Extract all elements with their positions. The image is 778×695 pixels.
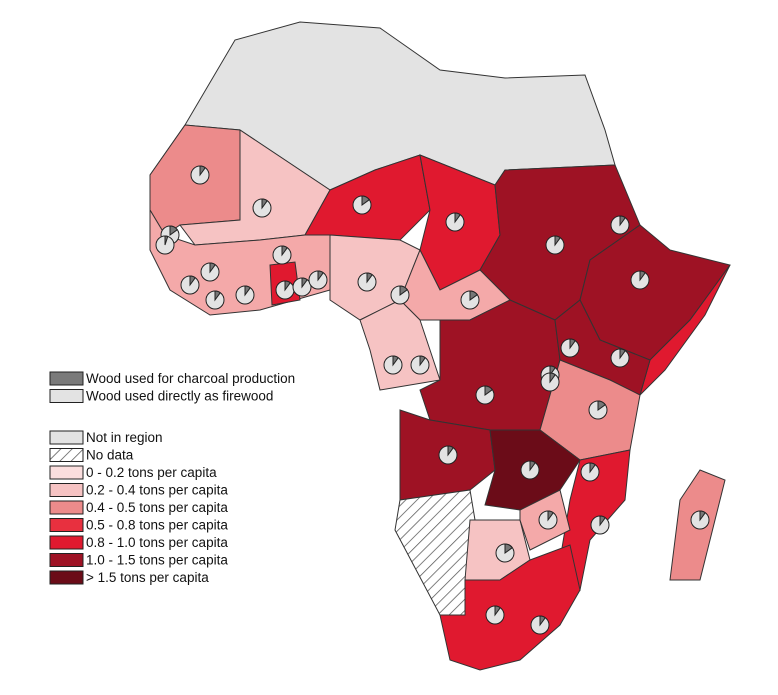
pie-charcoal	[281, 245, 288, 257]
pie-charcoal	[284, 280, 291, 292]
pie-charcoal	[361, 195, 370, 206]
pie-charcoal	[529, 460, 536, 472]
pie-charcoal	[261, 198, 268, 210]
pie-charcoal	[169, 225, 178, 236]
legend-label: 0.4 - 0.5 tons per capita	[86, 500, 228, 515]
pie-charcoal	[419, 355, 426, 367]
pie-charcoal	[469, 290, 478, 301]
pie-charcoal	[454, 212, 461, 224]
pie-charcoal	[484, 385, 493, 396]
pie-charcoal	[189, 275, 196, 287]
pie-charcoal	[366, 272, 373, 284]
legend-label: > 1.5 tons per capita	[86, 570, 209, 585]
pie-charcoal	[164, 235, 169, 246]
legend-label: Wood used directly as firewood	[86, 389, 273, 404]
pies	[155, 165, 710, 635]
legend-label: 0.8 - 1.0 tons per capita	[86, 535, 228, 550]
legend-swatch	[49, 430, 84, 445]
pie-charcoal	[699, 510, 706, 522]
pie-charcoal	[639, 270, 646, 282]
legend-label: 0.5 - 0.8 tons per capita	[86, 518, 228, 533]
legend: Wood used for charcoal production Wood us…	[49, 371, 295, 585]
pie-charcoal	[301, 277, 308, 289]
pie-charcoal	[554, 235, 561, 247]
pie-charcoal	[244, 285, 251, 297]
pie-charcoal	[447, 445, 454, 457]
pie-charcoal	[547, 510, 554, 522]
legend-swatch	[49, 553, 84, 567]
legend-swatch	[49, 570, 84, 585]
pie-charcoal	[317, 270, 324, 282]
pie-charcoal	[549, 372, 556, 384]
pie-charcoal	[392, 355, 399, 367]
legend-label: No data	[86, 448, 134, 463]
legend-swatch	[49, 448, 84, 462]
legend-label: Not in region	[86, 430, 163, 445]
pie-charcoal	[209, 262, 216, 274]
pie-charcoal	[399, 285, 408, 296]
pie-charcoal	[589, 462, 596, 474]
pie-charcoal	[569, 338, 576, 350]
legend-label: 0 - 0.2 tons per capita	[86, 465, 217, 480]
legend-swatch	[49, 483, 84, 497]
legend-label: 0.2 - 0.4 tons per capita	[86, 483, 228, 498]
legend-swatch	[49, 535, 84, 550]
pie-charcoal	[619, 348, 626, 360]
legend-swatch	[49, 518, 84, 532]
legend-swatch	[49, 371, 84, 386]
pie-charcoal	[199, 165, 206, 177]
pie-charcoal	[504, 543, 513, 554]
pie-charcoal	[494, 605, 501, 617]
pie-charcoal	[619, 215, 626, 227]
legend-label: Wood used for charcoal production	[86, 371, 295, 386]
legend-label: 1.0 - 1.5 tons per capita	[86, 553, 228, 568]
pie-charcoal	[539, 615, 546, 627]
namibia	[394, 489, 476, 616]
legend-swatch	[49, 389, 84, 403]
pie-charcoal	[599, 515, 606, 527]
countries	[149, 21, 731, 671]
south-africa	[439, 544, 581, 671]
legend-swatch	[49, 500, 84, 515]
pie-charcoal	[597, 400, 606, 411]
pie-charcoal	[214, 290, 221, 302]
legend-swatch	[49, 465, 84, 480]
